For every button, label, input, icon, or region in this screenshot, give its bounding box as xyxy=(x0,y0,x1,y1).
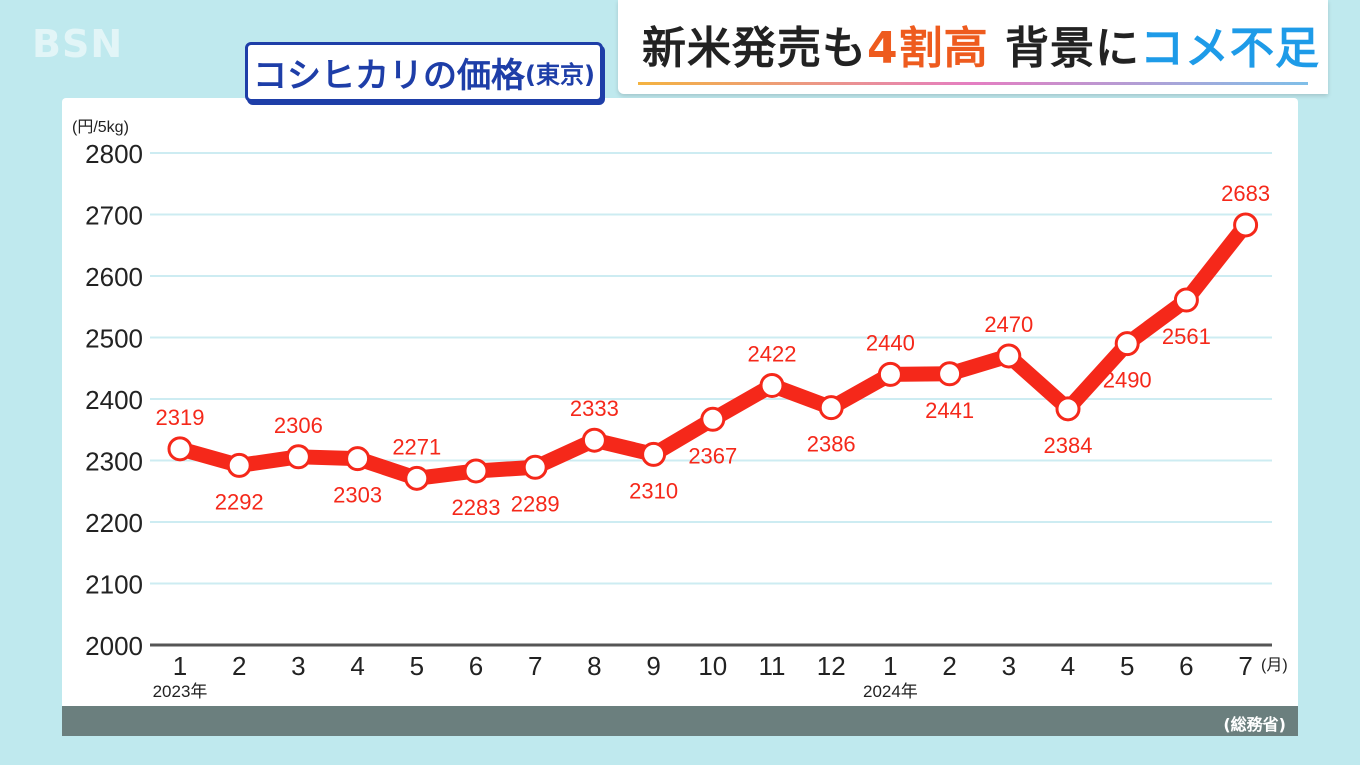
year-label: 2024年 xyxy=(863,682,918,701)
x-tick-label: 3 xyxy=(291,651,305,681)
y-tick-label: 2100 xyxy=(85,570,143,600)
data-point xyxy=(345,446,371,472)
data-point xyxy=(404,465,430,491)
data-point xyxy=(463,458,489,484)
data-label: 2303 xyxy=(333,483,382,508)
x-tick-label: 7 xyxy=(1238,651,1252,681)
y-tick-label: 2000 xyxy=(85,631,143,661)
headline-text: 新米発売も4割高 背景にコメ不足 xyxy=(642,24,1320,74)
y-tick-label: 2400 xyxy=(85,385,143,415)
data-point xyxy=(1055,396,1081,422)
data-point xyxy=(167,436,193,462)
headline-highlight-shortage: コメ不足 xyxy=(1139,23,1320,74)
headline-underline xyxy=(638,82,1308,85)
x-tick-label: 2 xyxy=(942,651,956,681)
headline-banner: 新米発売も4割高 背景にコメ不足 xyxy=(618,0,1328,94)
x-tick-label: 5 xyxy=(410,651,424,681)
x-tick-label: 4 xyxy=(1061,651,1075,681)
chart-subtitle: (東京) xyxy=(525,60,595,89)
x-tick-label: 8 xyxy=(587,651,601,681)
x-tick-label: 5 xyxy=(1120,651,1134,681)
chart-source: (総務省) xyxy=(1223,715,1286,734)
headline-part-3: 背景に xyxy=(988,23,1140,74)
data-label: 2292 xyxy=(215,489,264,514)
data-label: 2440 xyxy=(866,330,915,355)
year-label: 2023年 xyxy=(153,682,208,701)
data-point xyxy=(818,395,844,421)
x-tick-label: 1 xyxy=(173,651,187,681)
data-label: 2422 xyxy=(748,341,797,366)
data-point xyxy=(1233,212,1259,238)
x-tick-label: 1 xyxy=(883,651,897,681)
x-tick-label: 9 xyxy=(646,651,660,681)
data-label: 2386 xyxy=(807,432,856,457)
x-tick-label: 10 xyxy=(698,651,727,681)
x-tick-label: 6 xyxy=(1179,651,1193,681)
y-tick-label: 2700 xyxy=(85,201,143,231)
data-point xyxy=(581,427,607,453)
y-tick-label: 2600 xyxy=(85,262,143,292)
x-tick-label: 4 xyxy=(350,651,364,681)
x-tick-label: 7 xyxy=(528,651,542,681)
chart-panel xyxy=(62,98,1298,734)
chart-footer-bar: (総務省) xyxy=(62,706,1298,736)
data-label: 2306 xyxy=(274,413,323,438)
y-axis-unit: (円/5kg) xyxy=(72,119,129,136)
chart-title: コシヒカリの価格 xyxy=(253,55,526,96)
data-label: 2441 xyxy=(925,398,974,423)
data-label: 2333 xyxy=(570,396,619,421)
data-point xyxy=(877,361,903,387)
y-tick-label: 2300 xyxy=(85,447,143,477)
data-label: 2289 xyxy=(511,491,560,516)
x-tick-label: 2 xyxy=(232,651,246,681)
data-label: 2561 xyxy=(1162,324,1211,349)
data-label: 2283 xyxy=(452,495,501,520)
chart-title-box: コシヒカリの価格 (東京) xyxy=(245,42,603,102)
data-label: 2367 xyxy=(688,443,737,468)
data-point xyxy=(700,406,726,432)
data-label: 2384 xyxy=(1044,433,1093,458)
data-label: 2310 xyxy=(629,478,678,503)
data-point xyxy=(996,343,1022,369)
data-point xyxy=(1173,287,1199,313)
data-point xyxy=(226,452,252,478)
data-label: 2319 xyxy=(156,405,205,430)
data-label: 2470 xyxy=(984,312,1033,337)
data-point xyxy=(1114,331,1140,357)
data-point xyxy=(285,444,311,470)
data-label: 2683 xyxy=(1221,181,1270,206)
y-tick-label: 2200 xyxy=(85,508,143,538)
x-tick-label: 11 xyxy=(759,651,786,681)
x-tick-label: 6 xyxy=(469,651,483,681)
x-tick-label: 12 xyxy=(817,651,846,681)
data-point xyxy=(522,454,548,480)
x-axis-unit: (月) xyxy=(1261,657,1288,674)
broadcaster-logo: BSN xyxy=(32,22,124,66)
headline-highlight-rise: 4割高 xyxy=(867,23,989,74)
data-label: 2490 xyxy=(1103,368,1152,393)
y-tick-label: 2800 xyxy=(85,139,143,169)
data-label: 2271 xyxy=(392,434,441,459)
data-point xyxy=(641,441,667,467)
data-point xyxy=(937,361,963,387)
x-tick-label: 3 xyxy=(1002,651,1016,681)
headline-part-1: 新米発売も xyxy=(642,23,867,74)
data-point xyxy=(759,372,785,398)
y-tick-label: 2500 xyxy=(85,324,143,354)
